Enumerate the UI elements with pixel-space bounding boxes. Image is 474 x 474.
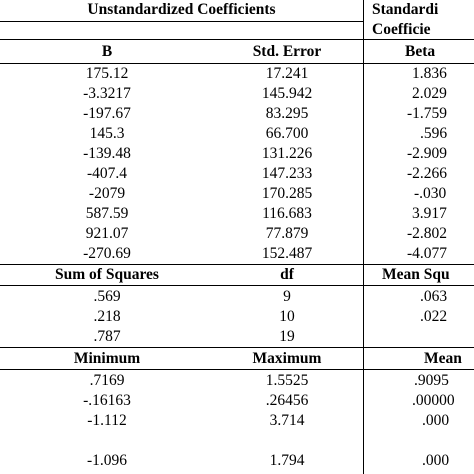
table-cell: -1.759 xyxy=(407,105,448,122)
table-cell: .218 xyxy=(93,308,121,325)
column-divider xyxy=(363,0,364,474)
table-cell: 1.836 xyxy=(412,65,447,82)
table-cell: 175.12 xyxy=(85,65,129,82)
table-cell: 19 xyxy=(279,328,295,345)
table-cell: 9 xyxy=(283,288,291,305)
table-cell: -.030 xyxy=(414,185,447,202)
table-cell: .00000 xyxy=(412,392,455,409)
table-cell: 145.3 xyxy=(89,125,125,142)
table-cell: 3.917 xyxy=(412,205,447,222)
section-divider xyxy=(0,63,474,64)
table-cell: 3.714 xyxy=(269,412,305,429)
table-cell: -2.909 xyxy=(407,145,448,162)
table-cell: -2079 xyxy=(88,185,126,202)
standardized-coefficients-header-line1: Standardi xyxy=(372,1,439,18)
column-header-mean-square: Mean Squ xyxy=(382,266,450,283)
standardized-coefficients-header-line2: Coefficie xyxy=(372,21,431,38)
section-divider xyxy=(0,39,474,40)
table-cell: 17.241 xyxy=(265,65,309,82)
table-cell: -197.67 xyxy=(83,105,131,122)
column-header-beta: Beta xyxy=(405,43,436,60)
table-cell: .596 xyxy=(420,125,448,142)
table-cell: 1.794 xyxy=(269,452,305,469)
table-cell: -3.3217 xyxy=(83,85,131,102)
table-cell: 921.07 xyxy=(85,225,129,242)
section-divider xyxy=(0,347,474,348)
column-header-sum-of-squares: Sum of Squares xyxy=(55,266,159,283)
table-cell: 147.233 xyxy=(261,165,313,182)
table-cell: -270.69 xyxy=(83,245,131,262)
table-cell: -2.266 xyxy=(407,165,448,182)
table-cell: 2.029 xyxy=(412,85,447,102)
header-divider xyxy=(0,21,363,22)
table-cell: .022 xyxy=(420,308,448,325)
table-cell: 152.487 xyxy=(261,245,313,262)
table-cell: -.16163 xyxy=(83,392,131,409)
table-cell: .000 xyxy=(422,412,450,429)
table-cell: 77.879 xyxy=(265,225,309,242)
table-cell: -1.112 xyxy=(87,412,127,429)
column-header-maximum: Maximum xyxy=(252,350,322,367)
table-cell: .7169 xyxy=(89,372,125,389)
table-cell: .26456 xyxy=(265,392,309,409)
table-cell: .063 xyxy=(420,288,448,305)
table-cell: .9095 xyxy=(414,372,449,389)
column-header-minimum: Minimum xyxy=(73,350,141,367)
table-cell: 131.226 xyxy=(261,145,313,162)
table-cell: 10 xyxy=(279,308,295,325)
table-cell: -407.4 xyxy=(86,165,128,182)
table-cell: 145.942 xyxy=(261,85,313,102)
table-cell: 83.295 xyxy=(265,105,309,122)
column-header-df: df xyxy=(280,266,294,283)
section-divider xyxy=(0,285,474,286)
table-cell: 170.285 xyxy=(261,185,313,202)
section-divider xyxy=(0,264,474,265)
section-divider xyxy=(0,369,474,370)
unstandardized-coefficients-header: Unstandardized Coefficients xyxy=(87,1,276,18)
table-cell: -1.096 xyxy=(86,452,128,469)
table-cell: 66.700 xyxy=(265,125,309,142)
table-cell: .000 xyxy=(422,452,450,469)
table-cell: -4.077 xyxy=(407,245,448,262)
column-header-std-error: Std. Error xyxy=(252,43,322,60)
table-cell: .569 xyxy=(93,288,121,305)
column-header-mean: Mean xyxy=(424,350,462,367)
column-header-b: B xyxy=(101,43,113,60)
table-cell: 587.59 xyxy=(85,205,129,222)
table-cell: .787 xyxy=(93,328,121,345)
table-cell: -2.802 xyxy=(407,225,448,242)
table-cell: -139.48 xyxy=(83,145,131,162)
table-cell: 116.683 xyxy=(262,205,312,222)
table-cell: 1.5525 xyxy=(265,372,309,389)
